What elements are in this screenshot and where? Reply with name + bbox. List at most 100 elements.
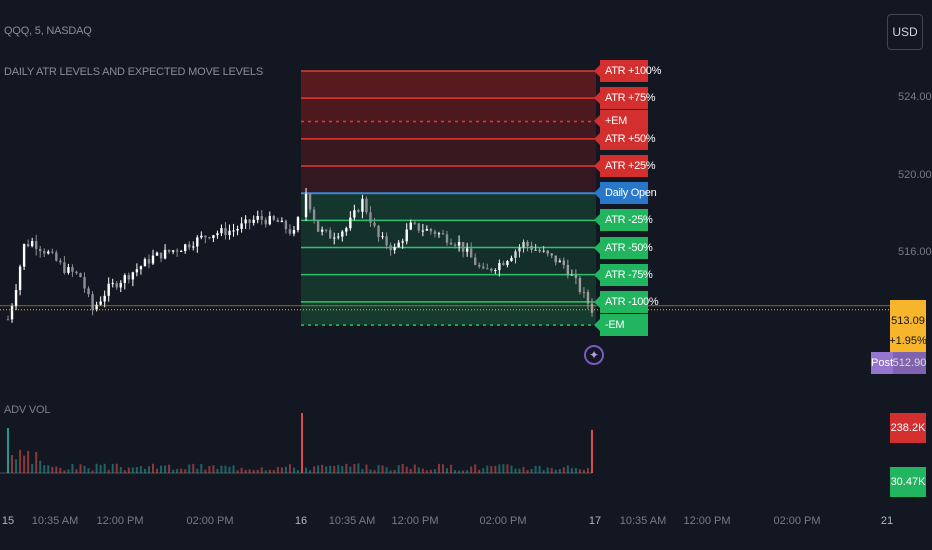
volume-bar xyxy=(143,468,146,473)
candle-body xyxy=(111,283,114,285)
level-tag: ATR -100% xyxy=(594,290,659,313)
volume-bar xyxy=(502,464,505,473)
volume-bar xyxy=(381,465,384,473)
candle-body xyxy=(256,215,259,220)
volume-bar xyxy=(570,468,573,473)
volume-bar xyxy=(83,465,86,473)
volume-bar xyxy=(200,463,203,473)
volume-bar xyxy=(369,469,372,473)
candle-body xyxy=(175,250,179,252)
volume-indicator-title[interactable]: ADV VOL xyxy=(4,404,51,416)
volume-bar xyxy=(486,465,489,473)
candle-body xyxy=(87,288,90,295)
volume-bar xyxy=(329,465,332,473)
volume-bar xyxy=(192,463,195,473)
volume-bar xyxy=(180,468,183,473)
candle-body xyxy=(196,237,199,247)
volume-bar xyxy=(365,464,368,473)
candle-body xyxy=(429,228,433,232)
volume-bar xyxy=(55,466,58,473)
volume-bar xyxy=(176,468,179,473)
candle-body xyxy=(320,229,324,232)
volume-bar xyxy=(151,463,154,473)
volume-bar xyxy=(530,468,533,473)
level-tag: ATR -75% xyxy=(594,263,653,286)
volume-bar xyxy=(454,470,457,473)
volume-bar xyxy=(280,467,283,473)
volume-bar xyxy=(309,470,312,473)
replay-icon[interactable]: ✦ xyxy=(584,345,604,365)
candle-body xyxy=(453,244,457,246)
symbol-title[interactable]: QQQ, 5, NASDAQ xyxy=(4,25,92,37)
time-tick-label: 12:00 PM xyxy=(391,515,439,527)
candle-body xyxy=(232,230,235,232)
volume-bar xyxy=(107,469,110,473)
candle-body xyxy=(506,261,509,266)
candle-body xyxy=(425,228,429,231)
candle-body xyxy=(361,198,364,212)
candle-body xyxy=(268,215,271,225)
candle-body xyxy=(14,290,18,307)
candle-body xyxy=(30,241,34,247)
resistance-zone xyxy=(301,121,596,139)
candle-body xyxy=(554,255,557,263)
candle-body xyxy=(115,283,118,288)
currency-button[interactable]: USD xyxy=(887,14,923,50)
candle-body xyxy=(252,219,255,223)
candle-body xyxy=(341,231,344,237)
volume-bar xyxy=(345,463,348,473)
candle-body xyxy=(220,228,223,234)
candle-body xyxy=(337,236,340,238)
candle-body xyxy=(107,283,110,296)
candle-body xyxy=(574,274,578,278)
candle-body xyxy=(244,219,247,224)
last-price-value: 513.09 xyxy=(891,314,925,327)
candle-body xyxy=(542,250,545,252)
time-tick-label: 10:35 AM xyxy=(31,515,79,527)
volume-bar xyxy=(554,469,557,473)
volume-bar xyxy=(546,467,549,473)
volume-bar xyxy=(103,463,106,473)
candle-body xyxy=(123,275,126,283)
volume-bar xyxy=(482,468,485,473)
candle-body xyxy=(316,220,320,232)
candle-body xyxy=(240,223,243,229)
volume-bar xyxy=(172,469,175,473)
candle-body xyxy=(59,260,62,263)
candle-body xyxy=(562,260,566,265)
candle-body xyxy=(228,230,231,236)
candle-body xyxy=(345,228,348,232)
volume-bar xyxy=(168,464,171,473)
candle-body xyxy=(296,217,300,230)
volume-bar xyxy=(462,470,465,473)
candle-body xyxy=(224,228,227,236)
volume-bar xyxy=(401,463,404,473)
volume-bar xyxy=(510,465,513,473)
candle-body xyxy=(71,267,74,272)
time-tick-label: 02:00 PM xyxy=(773,515,821,527)
volume-bar xyxy=(196,468,199,473)
candle-body xyxy=(433,231,437,234)
candle-body xyxy=(478,264,481,267)
candle-body xyxy=(578,277,582,292)
volume-bar xyxy=(268,469,271,473)
indicator-title[interactable]: DAILY ATR LEVELS AND EXPECTED MOVE LEVEL… xyxy=(4,66,263,78)
volume-bar xyxy=(458,470,461,473)
volume-bar xyxy=(417,467,420,473)
volume-bar xyxy=(63,470,66,473)
candle-body xyxy=(119,282,122,288)
volume-bar xyxy=(514,468,517,473)
volume-bar xyxy=(433,469,436,473)
candle-body xyxy=(95,304,98,310)
candle-body xyxy=(39,248,42,252)
support-zone xyxy=(301,301,596,326)
candle-body xyxy=(276,219,280,223)
candle-body xyxy=(582,291,586,293)
candle-body xyxy=(405,229,408,242)
volume-bar xyxy=(288,464,291,473)
candle-body xyxy=(534,249,537,251)
candle-body xyxy=(550,253,553,256)
atr-level-bands xyxy=(301,70,596,326)
volume-bar xyxy=(421,468,424,473)
